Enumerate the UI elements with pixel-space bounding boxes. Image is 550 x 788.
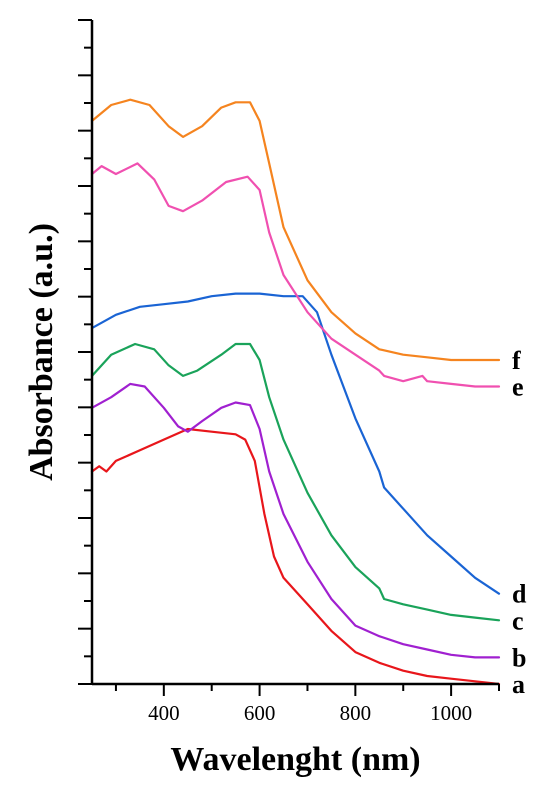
- series-label-a: a: [512, 670, 525, 699]
- series-line-f: [90, 98, 501, 362]
- series-group: [90, 98, 501, 686]
- x-tick-label: 800: [340, 701, 372, 725]
- series-line-e: [90, 162, 501, 388]
- series-line-b: [90, 382, 501, 659]
- series-line-a: [90, 427, 501, 686]
- series-line-d: [90, 292, 501, 595]
- axes: 400 600 800 1000: [78, 19, 500, 725]
- x-axis-title: Wavelenght (nm): [170, 741, 420, 778]
- series-label-e: e: [512, 373, 524, 402]
- series-label-f: f: [512, 346, 521, 375]
- x-tick-label: 1000: [430, 701, 472, 725]
- y-axis-title: Absorbance (a.u.): [23, 223, 60, 481]
- series-label-c: c: [512, 606, 524, 635]
- series-label-b: b: [512, 643, 526, 672]
- series-label-d: d: [512, 580, 527, 609]
- x-tick-label: 600: [244, 701, 276, 725]
- x-tick-label: 400: [148, 701, 180, 725]
- series-line-c: [90, 342, 501, 622]
